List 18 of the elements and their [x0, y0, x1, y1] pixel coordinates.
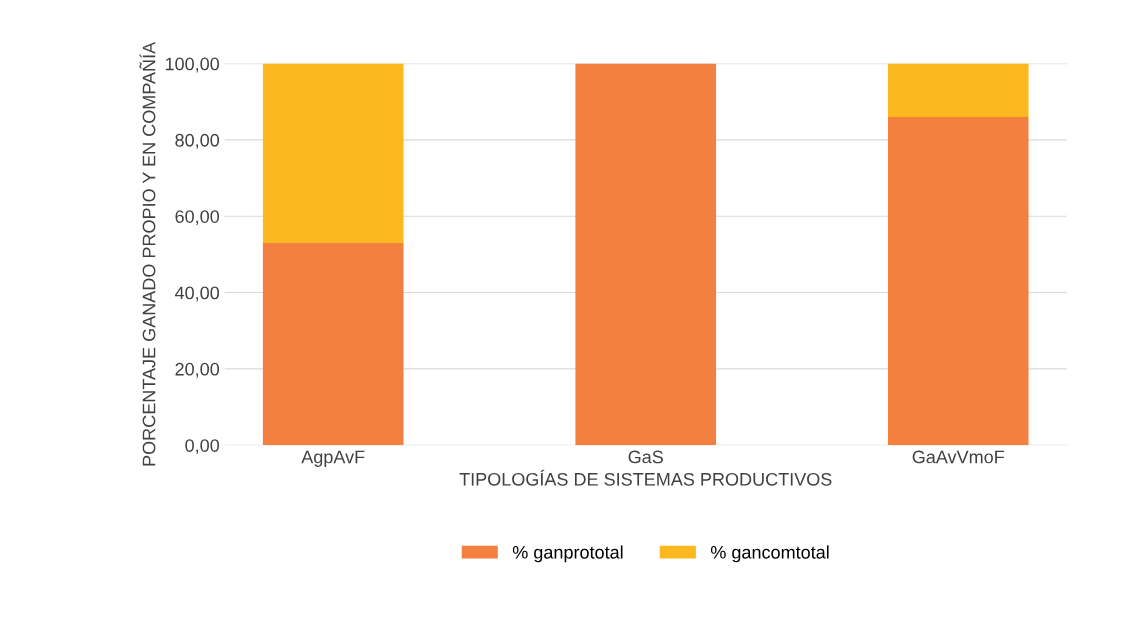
x-tick-label: GaAvVmoF — [912, 450, 1005, 464]
y-tick-label: 100,00 — [165, 57, 220, 73]
y-tick-label: 20,00 — [175, 362, 220, 378]
y-tick-label: 60,00 — [175, 210, 220, 226]
y-axis-title: PORCENTAJE GANADO PROPIO Y EN COMPAÑÍA — [139, 41, 156, 466]
x-tick-label: GaS — [628, 450, 663, 464]
x-tick-label: AgpAvF — [301, 450, 365, 467]
x-axis-title: TIPOLOGÍAS DE SISTEMAS PRODUCTIVOS — [459, 469, 832, 486]
bar — [262, 242, 404, 446]
y-tick-label: 0,00 — [185, 439, 220, 455]
legend-label: % ganprototal — [512, 545, 623, 563]
legend-label: % gancomtotal — [710, 545, 829, 563]
bar — [262, 63, 404, 243]
y-tick-label: 40,00 — [174, 286, 220, 302]
bar — [887, 63, 1029, 118]
bar — [575, 63, 717, 446]
bar — [887, 117, 1029, 446]
y-tick-label: 80,00 — [175, 133, 220, 149]
